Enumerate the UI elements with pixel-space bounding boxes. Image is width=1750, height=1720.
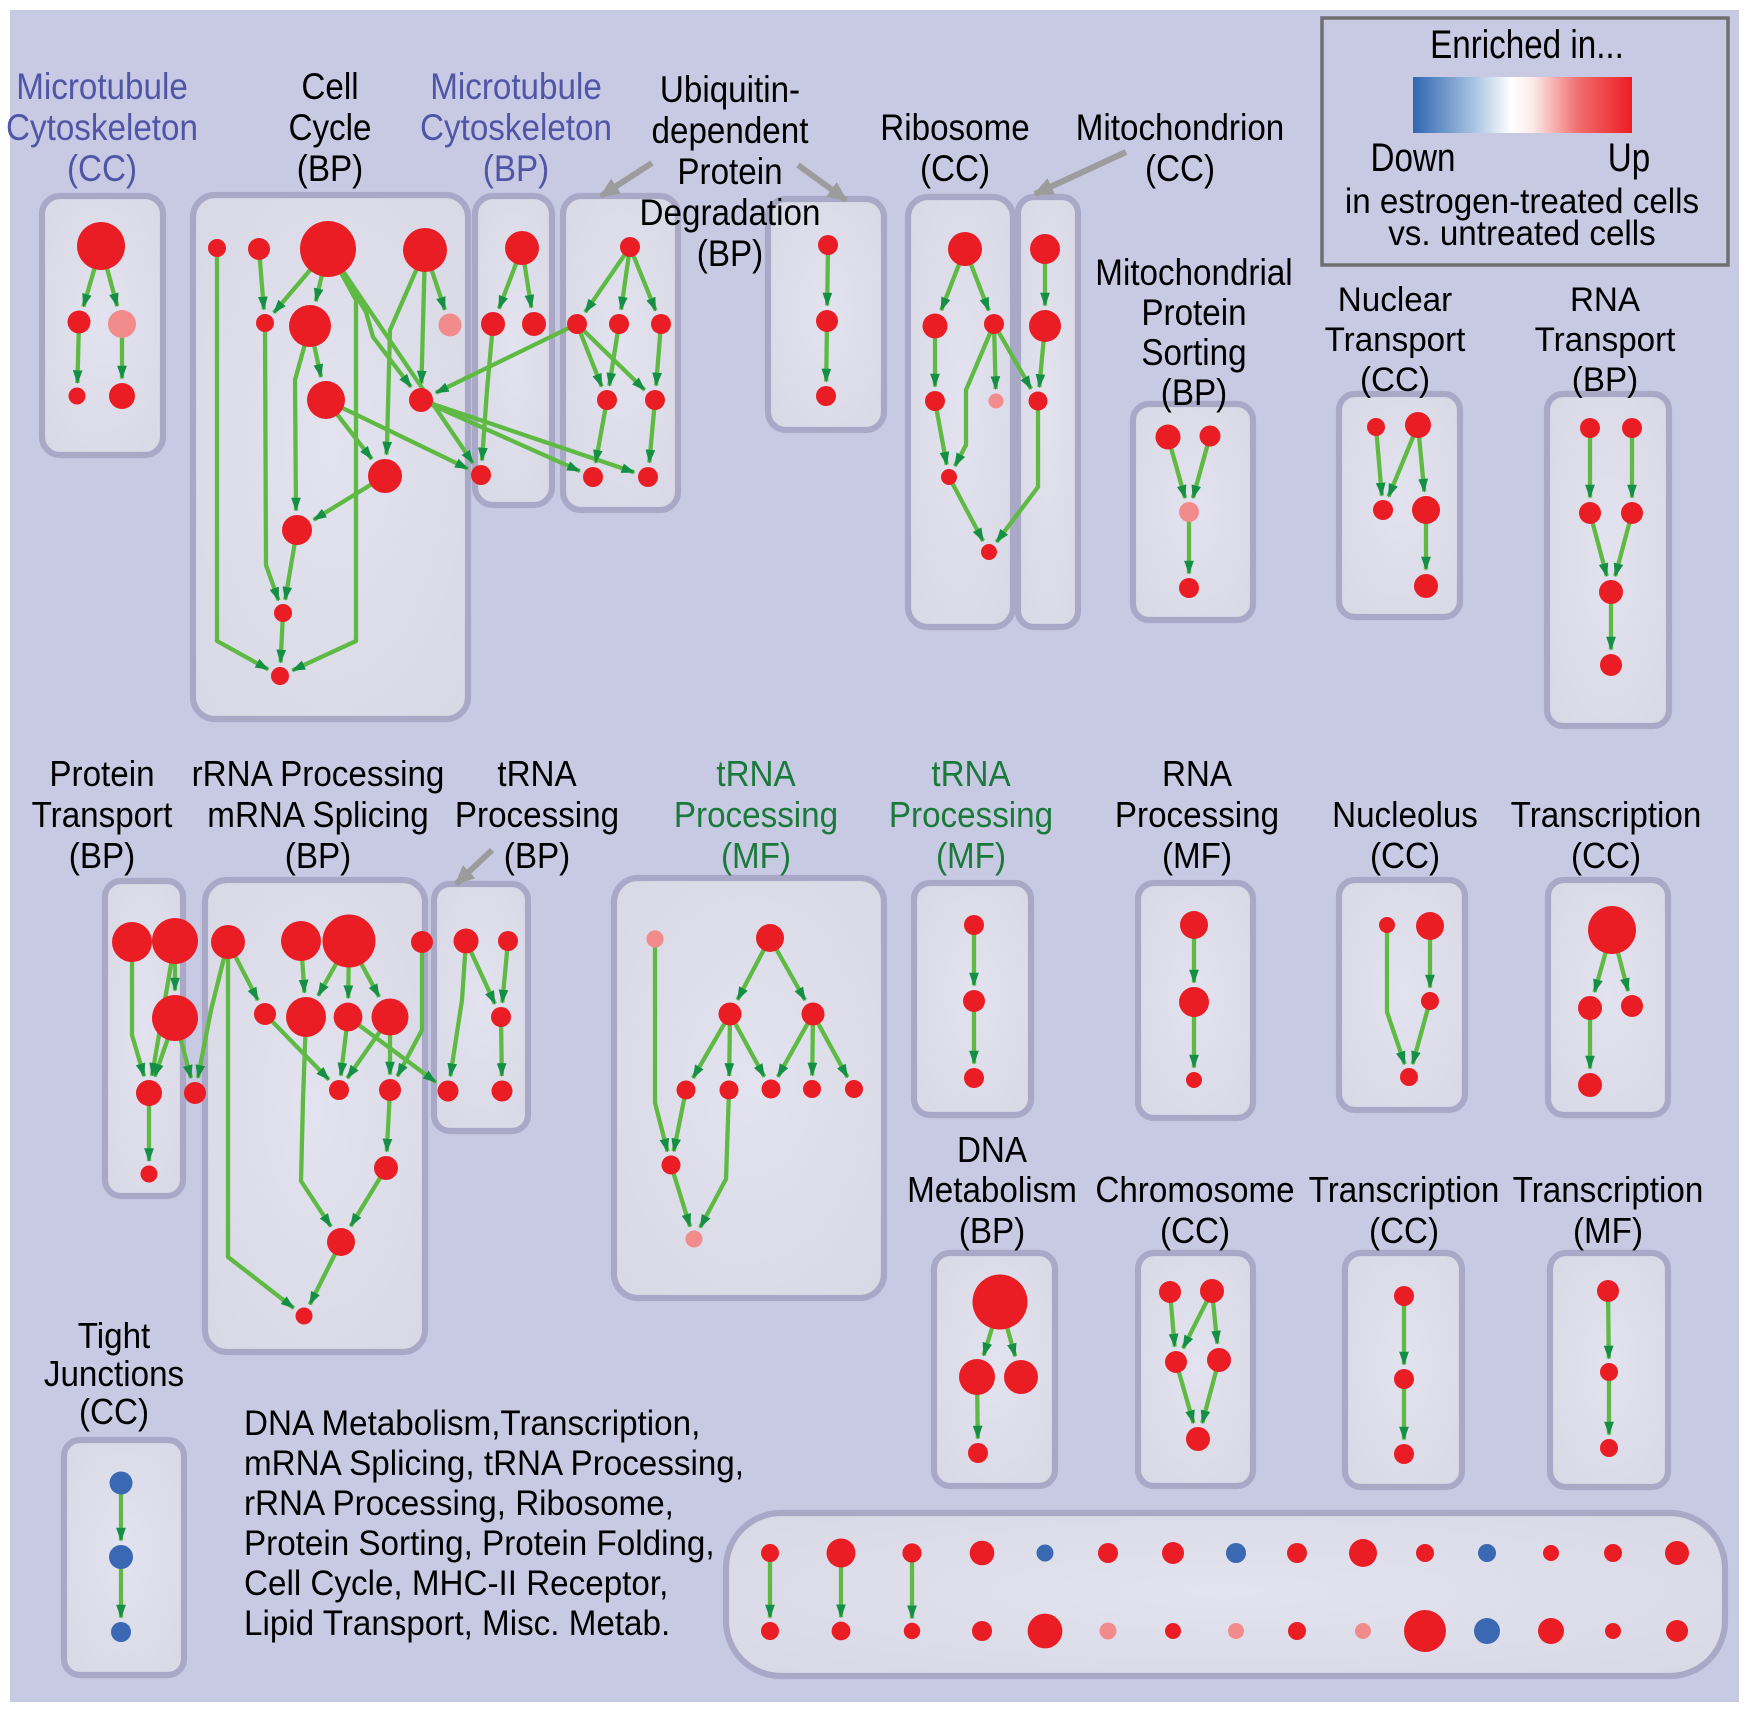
svg-text:(BP): (BP) xyxy=(285,835,351,876)
svg-text:Nuclear: Nuclear xyxy=(1338,281,1452,319)
svg-text:tRNA: tRNA xyxy=(497,753,576,794)
svg-text:Junctions: Junctions xyxy=(44,1353,184,1394)
svg-text:(CC): (CC) xyxy=(1145,148,1215,189)
svg-text:(CC): (CC) xyxy=(1369,1210,1439,1251)
svg-text:Protein Sorting, Protein Foldi: Protein Sorting, Protein Folding, xyxy=(244,1524,715,1563)
svg-text:Mitochondrion: Mitochondrion xyxy=(1076,107,1285,148)
svg-text:Protein: Protein xyxy=(49,753,154,794)
svg-text:(BP): (BP) xyxy=(959,1210,1025,1251)
svg-text:Ubiquitin-: Ubiquitin- xyxy=(660,69,800,110)
svg-text:Processing: Processing xyxy=(1115,794,1279,835)
svg-text:Transcription: Transcription xyxy=(1511,794,1702,835)
svg-text:Cell Cycle, MHC-II Receptor,: Cell Cycle, MHC-II Receptor, xyxy=(244,1564,668,1603)
svg-text:RNA: RNA xyxy=(1162,753,1232,794)
svg-text:Microtubule: Microtubule xyxy=(430,66,602,107)
svg-text:Cycle: Cycle xyxy=(289,107,372,148)
svg-text:vs. untreated cells: vs. untreated cells xyxy=(1388,214,1656,253)
svg-text:Cytoskeleton: Cytoskeleton xyxy=(420,107,612,148)
svg-text:mRNA Splicing, tRNA Processing: mRNA Splicing, tRNA Processing, xyxy=(244,1444,744,1483)
svg-text:Tight: Tight xyxy=(78,1315,151,1356)
svg-text:(CC): (CC) xyxy=(1571,835,1641,876)
svg-text:(CC): (CC) xyxy=(1370,835,1440,876)
svg-text:Transport: Transport xyxy=(1325,321,1466,359)
svg-text:Metabolism: Metabolism xyxy=(907,1169,1077,1210)
svg-text:Processing: Processing xyxy=(674,794,838,835)
svg-text:RNA: RNA xyxy=(1570,281,1640,319)
svg-text:Transport: Transport xyxy=(32,794,173,835)
svg-text:mRNA Splicing: mRNA Splicing xyxy=(207,794,428,835)
svg-text:Transcription: Transcription xyxy=(1309,1169,1500,1210)
svg-text:tRNA: tRNA xyxy=(716,753,795,794)
svg-text:in estrogen-treated cells: in estrogen-treated cells xyxy=(1345,182,1699,221)
svg-text:Nucleolus: Nucleolus xyxy=(1332,794,1478,835)
svg-text:tRNA: tRNA xyxy=(931,753,1010,794)
svg-text:Mitochondrial: Mitochondrial xyxy=(1095,252,1292,293)
svg-text:dependent: dependent xyxy=(652,110,810,151)
svg-text:(MF): (MF) xyxy=(1162,835,1232,876)
svg-text:(CC): (CC) xyxy=(1360,361,1430,399)
svg-text:Enriched in...: Enriched in... xyxy=(1430,23,1624,67)
svg-text:(CC): (CC) xyxy=(67,148,137,189)
svg-text:Degradation: Degradation xyxy=(640,192,821,233)
svg-text:Lipid Transport, Misc. Metab.: Lipid Transport, Misc. Metab. xyxy=(244,1604,670,1643)
svg-text:Cell: Cell xyxy=(301,66,358,107)
svg-text:(MF): (MF) xyxy=(721,835,791,876)
svg-text:(BP): (BP) xyxy=(483,148,549,189)
svg-text:Transport: Transport xyxy=(1535,321,1676,359)
svg-text:(BP): (BP) xyxy=(1161,372,1227,413)
svg-text:Ribosome: Ribosome xyxy=(880,107,1030,148)
svg-text:Processing: Processing xyxy=(455,794,619,835)
svg-text:Sorting: Sorting xyxy=(1141,332,1246,373)
svg-text:(MF): (MF) xyxy=(936,835,1006,876)
svg-text:(BP): (BP) xyxy=(1572,361,1638,399)
svg-text:rRNA Processing, Ribosome,: rRNA Processing, Ribosome, xyxy=(244,1484,674,1523)
svg-text:Protein: Protein xyxy=(1141,292,1246,333)
svg-text:Microtubule: Microtubule xyxy=(16,66,188,107)
svg-text:(BP): (BP) xyxy=(69,835,135,876)
svg-text:(CC): (CC) xyxy=(1160,1210,1230,1251)
svg-text:Transcription: Transcription xyxy=(1513,1169,1704,1210)
svg-text:(MF): (MF) xyxy=(1573,1210,1643,1251)
svg-text:DNA: DNA xyxy=(957,1129,1027,1170)
svg-text:Protein: Protein xyxy=(677,151,782,192)
svg-text:Processing: Processing xyxy=(889,794,1053,835)
svg-text:Up: Up xyxy=(1608,136,1650,180)
svg-text:(BP): (BP) xyxy=(697,233,763,274)
svg-text:rRNA Processing: rRNA Processing xyxy=(192,753,445,794)
svg-text:DNA Metabolism,Transcription,: DNA Metabolism,Transcription, xyxy=(244,1404,700,1443)
svg-text:Down: Down xyxy=(1371,136,1456,180)
svg-text:(BP): (BP) xyxy=(297,148,363,189)
svg-text:(BP): (BP) xyxy=(504,835,570,876)
svg-text:(CC): (CC) xyxy=(79,1391,149,1432)
svg-text:Cytoskeleton: Cytoskeleton xyxy=(6,107,198,148)
svg-text:(CC): (CC) xyxy=(920,148,990,189)
svg-text:Chromosome: Chromosome xyxy=(1095,1169,1294,1210)
